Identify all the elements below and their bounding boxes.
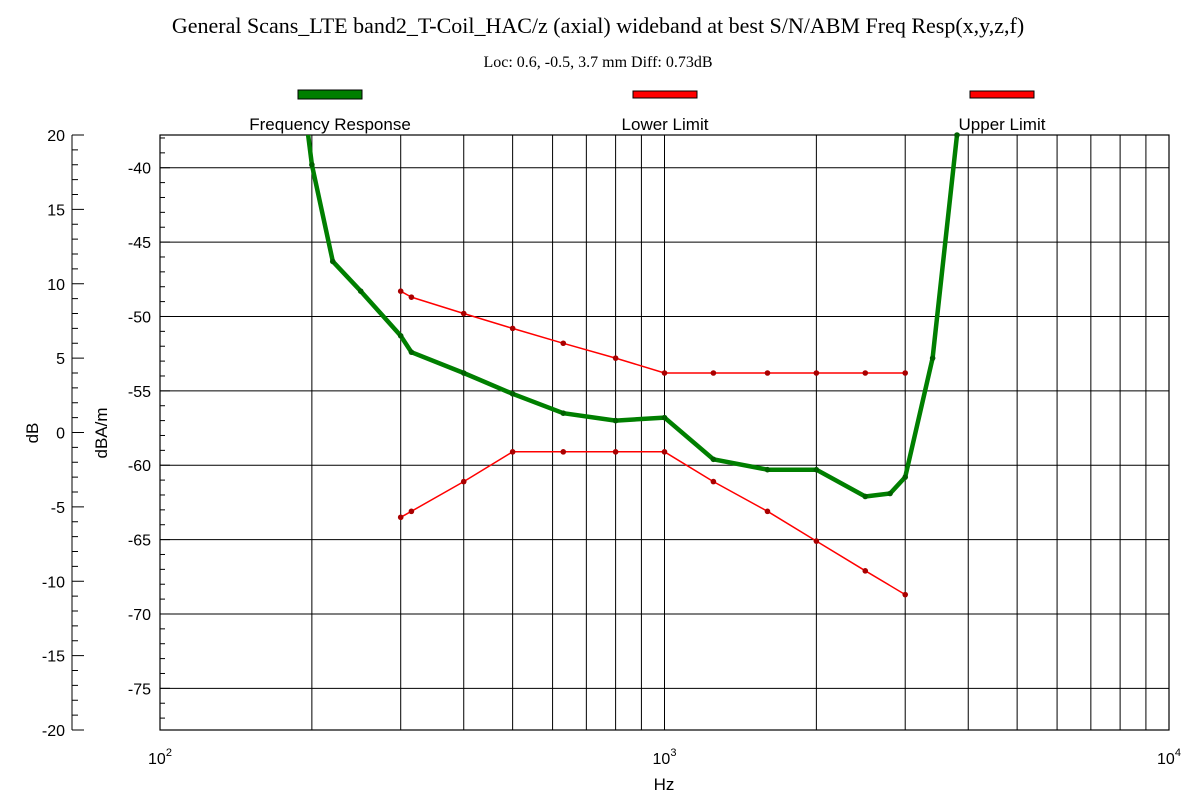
data-point-upper-limit <box>509 325 516 332</box>
left-tick-label: -10 <box>42 574 65 591</box>
left-tick-label: -15 <box>42 649 65 666</box>
data-point-frequency-response <box>902 474 909 480</box>
x-axis: 102 103 104 <box>148 747 1181 768</box>
data-point-upper-limit <box>612 355 619 361</box>
inner-tick-label: -70 <box>128 607 151 624</box>
inner-tick-label: -60 <box>128 458 151 475</box>
data-point-lower-limit <box>862 568 869 574</box>
legend-label-frequency-response: Frequency Response <box>249 115 411 134</box>
data-point-lower-limit <box>408 508 415 515</box>
legend-swatch-upper-limit <box>969 90 1035 99</box>
data-point-frequency-response <box>887 490 893 497</box>
inner-tick-label: -55 <box>128 384 151 401</box>
y-axis-label-left: dB <box>23 423 42 444</box>
grid <box>160 135 1169 730</box>
data-point-lower-limit <box>764 508 771 515</box>
data-point-frequency-response <box>309 161 315 168</box>
inner-tick-label: -45 <box>128 235 151 252</box>
data-point-upper-limit <box>460 310 467 317</box>
inner-y-axis: -40 -45 -50 -55 -60 -65 -70 -75 <box>128 137 170 719</box>
data-point-upper-limit <box>397 288 404 294</box>
data-point-frequency-response <box>661 414 668 421</box>
chart-subtitle: Loc: 0.6, -0.5, 3.7 mm Diff: 0.73dB <box>483 54 712 71</box>
data-point-frequency-response <box>612 417 619 424</box>
data-point-lower-limit <box>902 591 909 598</box>
data-point-frequency-response <box>357 288 364 294</box>
data-point-frequency-response <box>408 349 415 355</box>
left-tick-label: 0 <box>56 426 65 443</box>
data-point-lower-limit <box>813 538 820 544</box>
left-tick-label: 5 <box>56 351 65 368</box>
data-point-frequency-response <box>329 258 336 265</box>
data-point-upper-limit <box>408 294 415 300</box>
x-tick-label: 102 <box>148 747 172 768</box>
data-point-frequency-response <box>397 333 404 339</box>
data-point-lower-limit <box>710 478 717 485</box>
legend-swatch-frequency-response <box>297 89 363 100</box>
data-point-upper-limit <box>813 370 820 376</box>
x-axis-label: Hz <box>654 775 675 794</box>
data-point-frequency-response <box>560 410 567 416</box>
left-tick-label: -20 <box>42 723 65 740</box>
left-tick-label: 20 <box>47 128 65 145</box>
data-point-frequency-response <box>509 391 516 397</box>
left-tick-label: -5 <box>51 500 65 517</box>
legend-swatch-lower-limit <box>632 90 698 99</box>
data-point-frequency-response <box>710 456 717 463</box>
data-point-upper-limit <box>710 370 717 376</box>
data-point-lower-limit <box>661 449 668 455</box>
data-point-frequency-response <box>764 466 771 473</box>
data-point-upper-limit <box>862 370 869 376</box>
inner-tick-label: -40 <box>128 161 151 178</box>
left-tick-label: 10 <box>47 277 65 294</box>
data-point-upper-limit <box>560 340 567 347</box>
x-tick-label: 104 <box>1157 747 1181 768</box>
data-point-frequency-response <box>954 132 960 138</box>
data-point-frequency-response <box>813 466 820 473</box>
legend-label-upper-limit: Upper Limit <box>959 115 1046 134</box>
y-axis-label-inner: dBA/m <box>92 407 111 458</box>
data-point-lower-limit <box>460 478 467 485</box>
data-point-frequency-response <box>460 370 467 376</box>
data-point-frequency-response <box>862 493 869 500</box>
data-point-upper-limit <box>902 370 909 376</box>
data-point-lower-limit <box>509 449 516 455</box>
series-line-lower-limit <box>400 451 906 596</box>
data-point-lower-limit <box>612 449 619 455</box>
inner-tick-label: -75 <box>128 681 151 698</box>
legend-label-lower-limit: Lower Limit <box>622 115 709 134</box>
data-point-upper-limit <box>661 370 668 376</box>
inner-tick-label: -65 <box>128 533 151 550</box>
legend: Frequency Response Lower Limit Upper Limit <box>249 89 1046 134</box>
data-point-upper-limit <box>764 370 771 376</box>
left-tick-label: 15 <box>47 202 65 219</box>
series-layer <box>305 132 960 598</box>
data-point-lower-limit <box>560 449 567 455</box>
series-line-upper-limit <box>400 290 906 374</box>
data-point-lower-limit <box>397 514 404 521</box>
left-y-axis: 20 15 10 5 0 -5 -10 -15 -20 <box>42 128 84 740</box>
inner-tick-label: -50 <box>128 309 151 326</box>
x-tick-label: 103 <box>653 747 677 768</box>
chart-title: General Scans_LTE band2_T-Coil_HAC/z (ax… <box>172 13 1024 38</box>
data-point-frequency-response <box>929 355 936 361</box>
